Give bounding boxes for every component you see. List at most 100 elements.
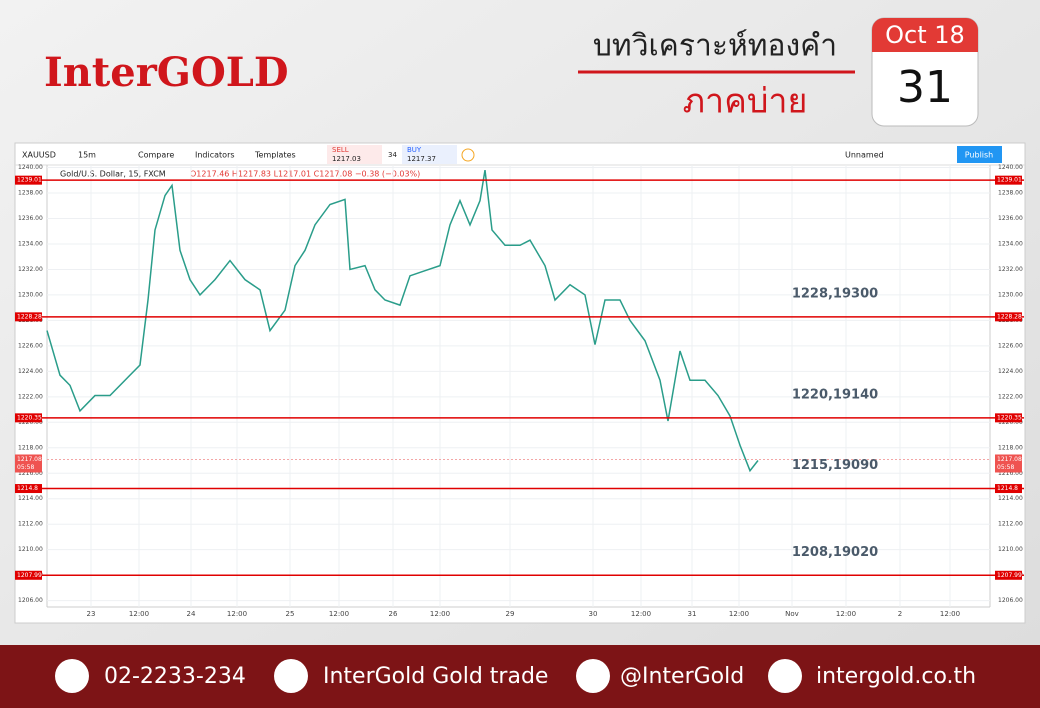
level-note: 1215,19090	[792, 458, 878, 473]
y-tick-label: 1236.00	[18, 215, 43, 222]
level-tag-left	[15, 175, 42, 185]
sell-price: 1217.03	[332, 155, 361, 163]
level-tag-left-label: 1220.35	[17, 414, 42, 421]
x-tick-label: 12:00	[729, 610, 749, 618]
level-tag-right	[995, 413, 1022, 423]
y-tick-label: 1222.00	[18, 393, 43, 400]
legend-name: Gold/U.S. Dollar, 15, FXCM	[60, 170, 166, 179]
last-price-tag-left-countdown: 05:58	[17, 464, 34, 471]
last-price-tag-right-value: 1217.08	[997, 456, 1022, 463]
chart-panel	[14, 142, 1026, 624]
calendar: Oct 18 31	[871, 17, 979, 127]
x-tick-label: 12:00	[129, 610, 149, 618]
level-tag-right	[995, 312, 1022, 322]
y-tick-label-right: 1216.00	[998, 470, 1023, 477]
interval[interactable]: 15m	[78, 151, 96, 160]
last-price-tag-right-countdown: 05:58	[997, 464, 1014, 471]
y-tick-label-right: 1226.00	[998, 342, 1023, 349]
date-month: Oct 18	[885, 21, 965, 49]
indicators[interactable]: Indicators	[195, 151, 235, 160]
layout-name[interactable]: Unnamed	[845, 151, 884, 160]
y-tick-label-right: 1212.00	[998, 521, 1023, 528]
y-tick-label-right: 1230.00	[998, 291, 1023, 298]
x-tick-label: 12:00	[631, 610, 651, 618]
x-tick-label: 30	[589, 610, 598, 618]
price-line	[46, 169, 759, 473]
y-tick-label: 1212.00	[18, 521, 43, 528]
level-tag-left-label: 1207.99	[17, 572, 42, 579]
templates[interactable]: Templates	[254, 151, 296, 160]
y-tick-label: 1230.00	[18, 291, 43, 298]
last-price-tag-left-value: 1217.08	[17, 456, 42, 463]
date-day: 31	[897, 62, 953, 113]
level-tag-right-label: 1207.99	[997, 572, 1022, 579]
symbol[interactable]: XAUUSD	[22, 151, 56, 160]
level-tag-right-label: 1228.28	[997, 313, 1022, 320]
x-tick-label: 25	[286, 610, 295, 618]
level-tag-right-label: 1220.35	[997, 414, 1022, 421]
buy-price: 1217.37	[407, 155, 436, 163]
level-tag-left	[15, 413, 42, 423]
level-note: 1220,19140	[792, 387, 878, 402]
y-tick-label-right: 1210.00	[998, 546, 1023, 553]
title: บทวิเคราะห์ทองคำ	[593, 29, 837, 64]
level-tag-right	[995, 570, 1022, 580]
level-note: 1208,19020	[792, 545, 878, 560]
y-tick-label: 1224.00	[18, 368, 43, 375]
level-tag-right	[995, 175, 1022, 185]
x-tick-label: 2	[898, 610, 902, 618]
level-tag-left-label: 1239.01	[17, 177, 42, 184]
y-tick-label: 1232.00	[18, 266, 43, 273]
publish-button[interactable]: Publish	[965, 151, 994, 160]
y-tick-label: 1206.00	[18, 597, 43, 604]
brand: InterGOLD	[44, 49, 289, 96]
y-tick-label: 1226.00	[18, 342, 43, 349]
x-tick-label: 24	[187, 610, 196, 618]
level-tag-right-label: 1239.01	[997, 177, 1022, 184]
y-tick-label: 1234.00	[18, 240, 43, 247]
y-tick-label-right: 1240.00	[998, 164, 1023, 171]
x-tick-label: 31	[688, 610, 697, 618]
level-tag-left	[15, 570, 42, 580]
level-tag-left	[15, 312, 42, 322]
y-tick-label: 1218.00	[18, 444, 43, 451]
y-tick-label: 1240.00	[18, 164, 43, 171]
facebook: InterGold Gold trade	[323, 664, 548, 689]
x-tick-label: 23	[87, 610, 96, 618]
x-tick-label: 12:00	[430, 610, 450, 618]
x-tick-label: 12:00	[329, 610, 349, 618]
phone: 02-2233-234	[104, 664, 246, 689]
compare[interactable]: Compare	[138, 151, 174, 160]
level-tag-right	[995, 484, 1022, 494]
website: intergold.co.th	[816, 664, 976, 689]
y-tick-label-right: 1214.00	[998, 495, 1023, 502]
contacts: 02-2233-234 InterGold Gold trade @InterG…	[55, 659, 976, 693]
subtitle: ภาคบ่าย	[683, 82, 808, 122]
buy-label[interactable]: BUY	[407, 146, 422, 154]
last-price-tag-right	[995, 454, 1022, 473]
level-tag-left	[15, 484, 42, 494]
y-tick-label-right: 1234.00	[998, 240, 1023, 247]
y-tick-label-right: 1222.00	[998, 393, 1023, 400]
x-tick-label: 12:00	[940, 610, 960, 618]
y-tick-label-right: 1232.00	[998, 266, 1023, 273]
sell-label[interactable]: SELL	[332, 146, 349, 154]
y-tick-label-right: 1236.00	[998, 215, 1023, 222]
spread: 34	[388, 151, 397, 159]
y-tick-label: 1210.00	[18, 546, 43, 553]
last-price-tag-left	[15, 454, 42, 473]
y-tick-label: 1238.00	[18, 190, 43, 197]
level-tag-left-label: 1214.8	[17, 485, 38, 492]
x-tick-label: 12:00	[836, 610, 856, 618]
footer	[0, 645, 1040, 708]
y-tick-label-right: 1206.00	[998, 597, 1023, 604]
ohlc: O1217.46 H1217.83 L1217.01 C1217.08 −0.3…	[190, 170, 420, 179]
level-note: 1228,19300	[792, 286, 878, 301]
line-id: @InterGold	[620, 664, 744, 689]
x-tick-label: Nov	[785, 610, 799, 618]
x-tick-label: 26	[389, 610, 398, 618]
y-tick-label-right: 1224.00	[998, 368, 1023, 375]
level-tag-left-label: 1228.28	[17, 313, 42, 320]
y-tick-label: 1214.00	[18, 495, 43, 502]
